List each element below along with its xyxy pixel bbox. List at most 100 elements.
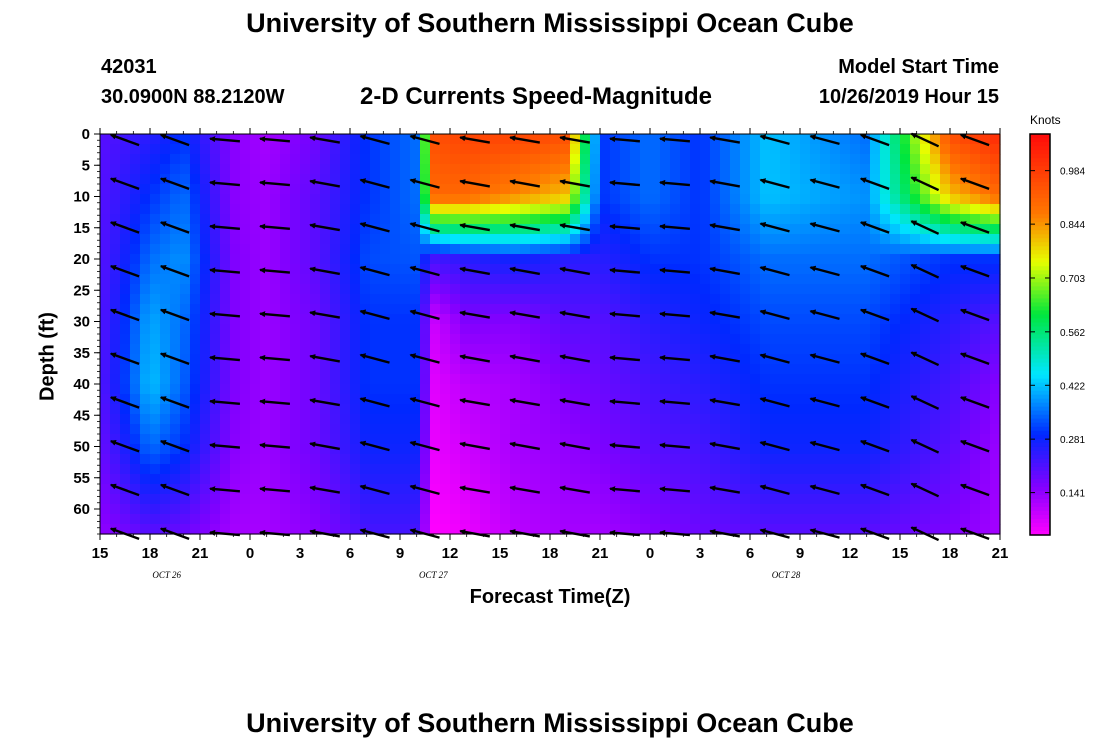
heatmap-cell xyxy=(180,374,191,385)
heatmap-cell xyxy=(720,424,731,435)
heatmap-cell xyxy=(360,354,371,365)
heatmap-cell xyxy=(590,204,601,215)
heatmap-cell xyxy=(440,134,451,145)
heatmap-cell xyxy=(390,374,401,385)
heatmap-cell xyxy=(610,384,621,395)
heatmap-cell xyxy=(920,294,931,305)
heatmap-cell xyxy=(780,524,791,535)
heatmap-cell xyxy=(200,204,211,215)
heatmap-cell xyxy=(340,454,351,465)
heatmap-cell xyxy=(710,514,721,525)
heatmap-cell xyxy=(370,464,381,475)
heatmap-cell xyxy=(130,184,141,195)
heatmap-cell xyxy=(470,444,481,455)
heatmap-cell xyxy=(600,144,611,155)
heatmap-cell xyxy=(460,514,471,525)
heatmap-cell xyxy=(560,514,571,525)
heatmap-cell xyxy=(140,354,151,365)
current-vector xyxy=(659,179,691,187)
heatmap-cell xyxy=(180,364,191,375)
heatmap-cell xyxy=(280,444,291,455)
heatmap-cell xyxy=(860,254,871,265)
heatmap-cell xyxy=(260,404,271,415)
heatmap-cell xyxy=(580,144,591,155)
heatmap-cell xyxy=(800,274,811,285)
heatmap-cell xyxy=(990,234,1001,245)
heatmap-cell xyxy=(540,284,551,295)
heatmap-cell xyxy=(350,134,361,145)
heatmap-cell xyxy=(980,474,991,485)
heatmap-cell xyxy=(120,464,131,475)
heatmap-cell xyxy=(510,214,521,225)
heatmap-cell xyxy=(690,244,701,255)
heatmap-cell xyxy=(560,384,571,395)
heatmap-cell xyxy=(440,204,451,215)
heatmap-cell xyxy=(940,354,951,365)
heatmap-cell xyxy=(340,514,351,525)
heatmap-cell xyxy=(160,334,171,345)
heatmap-cell xyxy=(860,454,871,465)
heatmap-cell xyxy=(130,344,141,355)
station-id: 42031 xyxy=(101,56,157,78)
heatmap-cell xyxy=(350,164,361,175)
heatmap-cell xyxy=(540,484,551,495)
heatmap-cell xyxy=(540,384,551,395)
heatmap-cell xyxy=(990,474,1001,485)
heatmap-cell xyxy=(970,494,981,505)
heatmap-cell xyxy=(750,224,761,235)
heatmap-cell xyxy=(340,484,351,495)
heatmap-cell xyxy=(340,404,351,415)
heatmap-cell xyxy=(640,194,651,205)
heatmap-cell xyxy=(720,334,731,345)
heatmap-cell xyxy=(720,524,731,535)
heatmap-cell xyxy=(450,454,461,465)
heatmap-cell xyxy=(230,514,241,525)
heatmap-cell xyxy=(730,394,741,405)
heatmap-cell xyxy=(240,384,251,395)
heatmap-cell xyxy=(490,504,501,515)
heatmap-cell xyxy=(220,374,231,385)
heatmap-cell xyxy=(580,194,591,205)
heatmap-cell xyxy=(200,514,211,525)
heatmap-cell xyxy=(500,214,511,225)
heatmap-cell xyxy=(160,374,171,385)
heatmap-cell xyxy=(190,494,201,505)
heatmap-cell xyxy=(580,254,591,265)
heatmap-cell xyxy=(350,354,361,365)
heatmap-cell xyxy=(820,154,831,165)
heatmap-cell xyxy=(960,204,971,215)
heatmap-cell xyxy=(130,254,141,265)
heatmap-cell xyxy=(130,504,141,515)
heatmap-cell xyxy=(800,204,811,215)
heatmap-cell xyxy=(720,434,731,445)
heatmap-cell xyxy=(450,504,461,515)
heatmap-cell xyxy=(960,144,971,155)
heatmap-cell xyxy=(310,164,321,175)
heatmap-cell xyxy=(570,304,581,315)
heatmap-cell xyxy=(880,234,891,245)
heatmap-cell xyxy=(590,454,601,465)
heatmap-cell xyxy=(720,404,731,415)
heatmap-cell xyxy=(940,284,951,295)
heatmap-cell xyxy=(440,304,451,315)
heatmap-cell xyxy=(820,524,831,535)
heatmap-cell xyxy=(860,494,871,505)
current-vector xyxy=(509,441,541,451)
heatmap-cell xyxy=(270,164,281,175)
heatmap-cell xyxy=(750,174,761,185)
heatmap-cell xyxy=(890,224,901,235)
heatmap-cell xyxy=(840,254,851,265)
heatmap-cell xyxy=(780,144,791,155)
heatmap-cell xyxy=(880,524,891,535)
heatmap-cell xyxy=(350,204,361,215)
current-vector xyxy=(309,179,341,188)
heatmap-cell xyxy=(520,284,531,295)
heatmap-cell xyxy=(160,424,171,435)
heatmap-cell xyxy=(260,514,271,525)
heatmap-cell xyxy=(800,324,811,335)
heatmap-cell xyxy=(240,314,251,325)
heatmap-cell xyxy=(850,314,861,325)
heatmap-cell xyxy=(630,304,641,315)
heatmap-cell xyxy=(800,484,811,495)
heatmap-cell xyxy=(450,134,461,145)
